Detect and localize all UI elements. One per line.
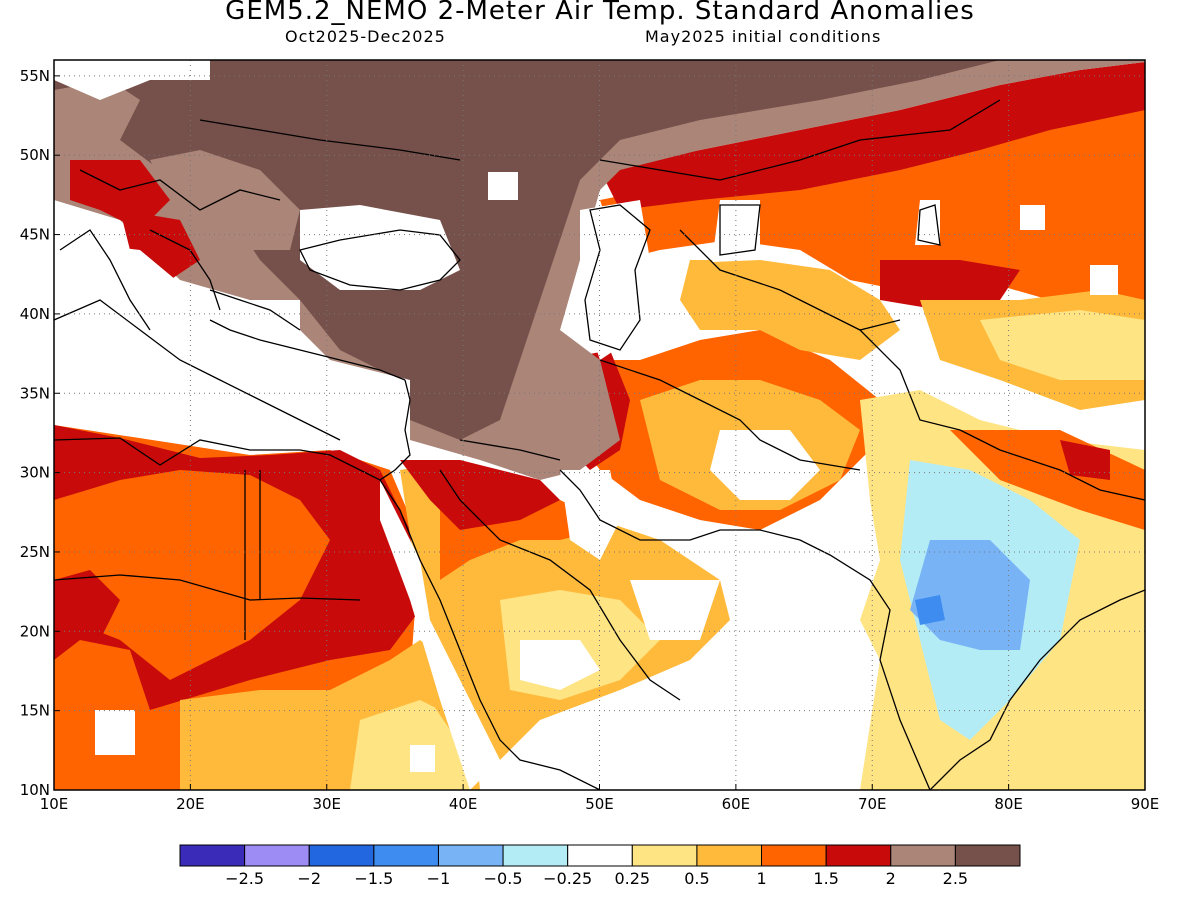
lat-tick-label: 40N [20, 305, 50, 323]
colorbar-swatch [179, 844, 246, 867]
colorbar-swatch [631, 844, 698, 867]
colorbar-swatch [437, 844, 504, 867]
lat-tick-label: 15N [20, 702, 50, 720]
lat-tick-label: 20N [20, 622, 50, 640]
colorbar-swatch [890, 844, 956, 867]
colorbar-swatch [244, 844, 310, 867]
colorbar-swatch [761, 844, 827, 867]
lon-tick-label: 70E [858, 795, 887, 813]
colorbar-swatch [567, 844, 633, 867]
lon-tick-label: 90E [1131, 795, 1160, 813]
lon-tick-label: 50E [585, 795, 614, 813]
colorbar-label: 0.5 [684, 869, 709, 888]
colorbar-swatch [954, 844, 1021, 867]
colorbar-label: 1.5 [813, 869, 838, 888]
colorbar: −2.5 −2 −1.5 −1 −0.5 −0.25 0.25 0.5 1 1.5 2 2.5 [179, 844, 1021, 888]
initial-conditions: May2025 initial conditions [645, 27, 882, 46]
chart-title: GEM5.2_NEMO 2-Meter Air Temp. Standard A… [225, 0, 975, 26]
colorbar-label: −2 [297, 869, 321, 888]
colorbar-swatch [502, 844, 569, 867]
lon-tick-label: 40E [449, 795, 478, 813]
colorbar-swatch [308, 844, 375, 867]
colorbar-label: 2 [886, 869, 896, 888]
graticule [54, 60, 1145, 790]
colorbar-label: −1 [427, 869, 451, 888]
colorbar-label: 0.25 [614, 869, 650, 888]
forecast-period: Oct2025-Dec2025 [285, 27, 446, 46]
lon-tick-label: 10E [40, 795, 69, 813]
colorbar-swatch [696, 844, 763, 867]
lat-tick-label: 10N [20, 781, 50, 799]
colorbar-label: −0.5 [484, 869, 523, 888]
lon-tick-label: 30E [312, 795, 341, 813]
anomaly-fields [54, 60, 1145, 790]
colorbar-label: 1 [756, 869, 766, 888]
colorbar-swatch [825, 844, 892, 867]
lon-tick-label: 80E [994, 795, 1023, 813]
colorbar-label: −0.25 [543, 869, 592, 888]
colorbar-label: −2.5 [225, 869, 264, 888]
lon-tick-label: 60E [722, 795, 751, 813]
colorbar-label: 2.5 [943, 869, 968, 888]
latitude-axis: 10N 15N 20N 25N 30N 35N 40N 45N 50N 55N [20, 67, 60, 799]
lat-tick-label: 30N [20, 464, 50, 482]
lat-tick-label: 25N [20, 543, 50, 561]
lat-tick-label: 45N [20, 226, 50, 244]
colorbar-swatch [373, 844, 439, 867]
longitude-axis: 10E 20E 30E 40E 50E 60E 70E 80E 90E [40, 784, 1160, 813]
lat-tick-label: 50N [20, 146, 50, 164]
lat-tick-label: 55N [20, 67, 50, 85]
lon-tick-label: 20E [176, 795, 205, 813]
lat-tick-label: 35N [20, 384, 50, 402]
colorbar-label: −1.5 [354, 869, 393, 888]
